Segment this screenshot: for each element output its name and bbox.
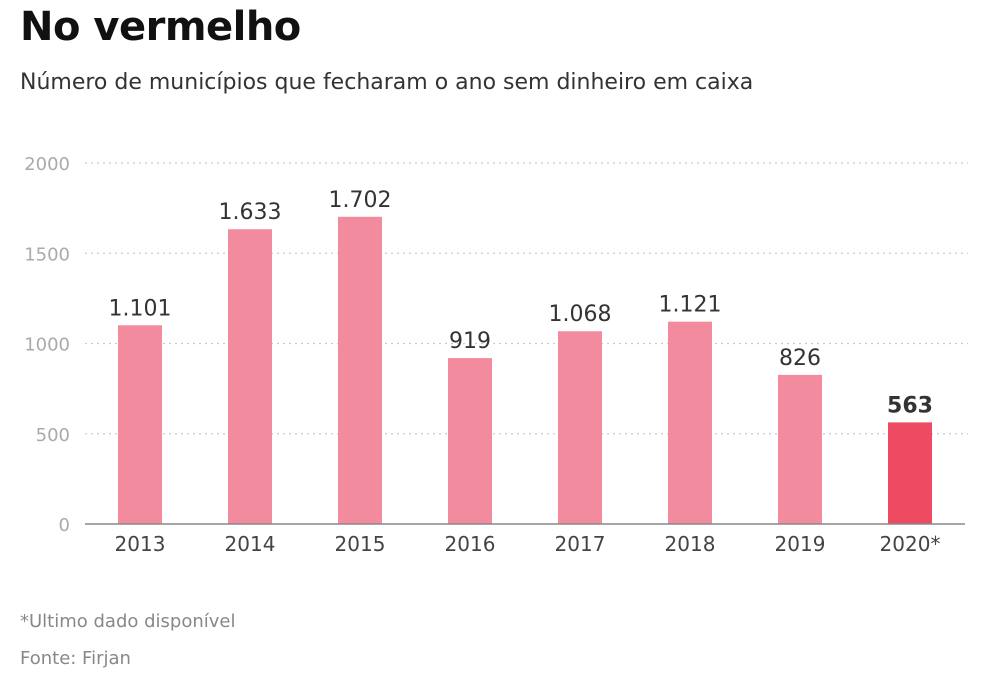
data-label: 1.633 xyxy=(219,200,282,225)
x-tick-label: 2015 xyxy=(335,532,386,556)
footnote: *Ultimo dado disponível xyxy=(20,611,236,632)
chart-subtitle: Número de municípios que fecharam o ano … xyxy=(20,70,754,95)
x-tick-label: 2019 xyxy=(775,532,826,556)
bar xyxy=(668,321,712,524)
data-label: 1.101 xyxy=(109,296,172,321)
y-tick-label: 1000 xyxy=(24,335,70,356)
bar xyxy=(338,216,382,524)
x-tick-label: 2020* xyxy=(880,532,941,556)
x-tick-label: 2014 xyxy=(225,532,276,556)
bar xyxy=(778,374,822,524)
chart-title: No vermelho xyxy=(20,4,301,50)
bar xyxy=(888,422,932,524)
data-label: 563 xyxy=(887,393,933,418)
source-note: Fonte: Firjan xyxy=(20,648,131,669)
x-tick-label: 2016 xyxy=(445,532,496,556)
data-label: 1.121 xyxy=(659,293,722,318)
bar xyxy=(558,331,602,524)
bar xyxy=(228,229,272,524)
bar xyxy=(448,358,492,524)
data-label: 919 xyxy=(449,329,491,354)
data-label: 826 xyxy=(779,346,821,371)
bar xyxy=(118,325,162,524)
y-tick-label: 500 xyxy=(36,425,70,446)
y-tick-label: 0 xyxy=(59,515,70,536)
x-tick-label: 2018 xyxy=(665,532,716,556)
x-tick-label: 2013 xyxy=(115,532,166,556)
x-tick-label: 2017 xyxy=(555,532,606,556)
y-tick-label: 1500 xyxy=(24,244,70,265)
data-label: 1.068 xyxy=(549,302,612,327)
y-tick-label: 2000 xyxy=(24,154,70,175)
data-label: 1.702 xyxy=(329,188,392,213)
